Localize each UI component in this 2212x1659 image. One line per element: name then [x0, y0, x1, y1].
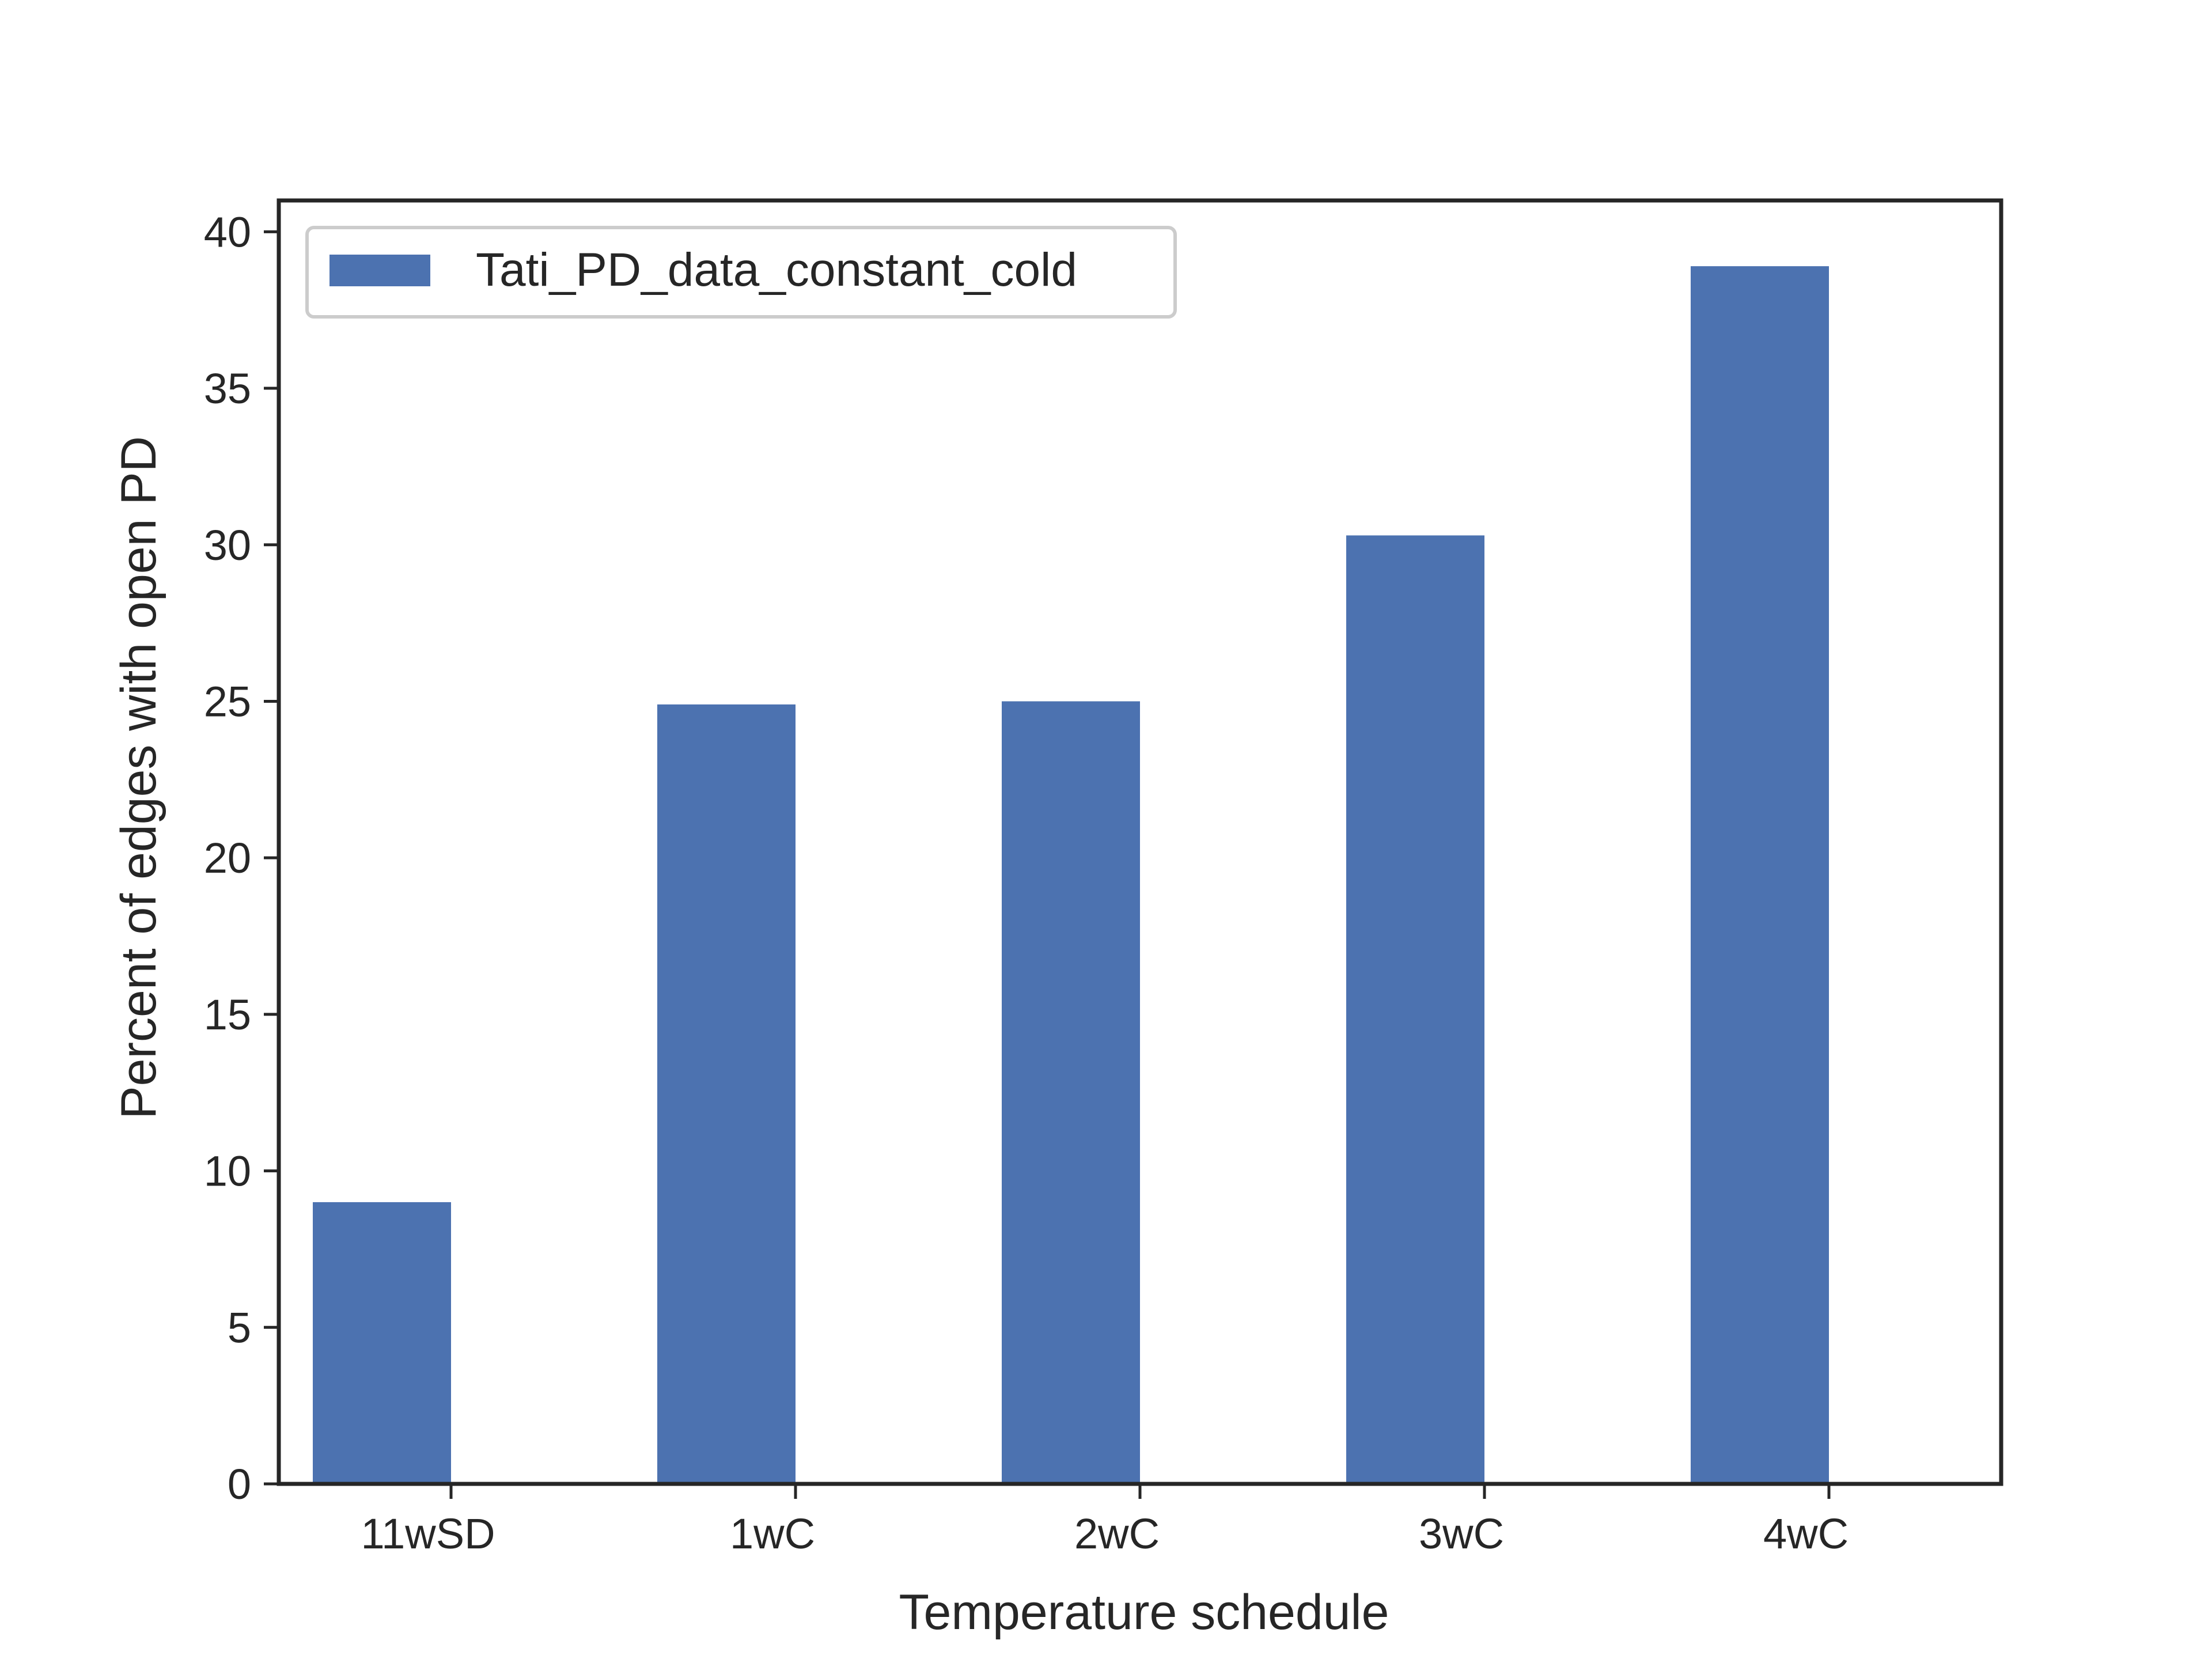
- legend: Tati_PD_data_constant_cold: [305, 226, 1177, 319]
- y-tick-label: 20: [204, 834, 251, 882]
- y-tick-label: 5: [228, 1304, 251, 1351]
- x-tick-label: 3wC: [1419, 1510, 1504, 1558]
- x-axis: 11wSD 1wC 2wC 3wC 4wC: [361, 1484, 1849, 1558]
- legend-box: [305, 226, 1177, 319]
- bar-series: [313, 266, 1829, 1484]
- plot-frame: [276, 198, 2003, 1486]
- y-tick-label: 15: [204, 991, 251, 1039]
- y-tick-label: 0: [228, 1460, 251, 1508]
- y-axis-title: Percent of edges with open PD: [111, 436, 166, 1119]
- bar-3wC: [1346, 535, 1484, 1484]
- x-tick-label: 1wC: [730, 1510, 815, 1558]
- legend-label: Tati_PD_data_constant_cold: [476, 244, 1077, 296]
- x-axis-title: Temperature schedule: [899, 1585, 1389, 1640]
- bar-11wSD: [313, 1202, 451, 1484]
- x-tick-label: 2wC: [1074, 1510, 1160, 1558]
- y-tick-label: 10: [204, 1147, 251, 1195]
- x-tick-label: 11wSD: [361, 1510, 495, 1558]
- bar-1wC: [657, 704, 796, 1484]
- y-axis: 0 5 10 15 20 25 30 35 40: [204, 208, 279, 1508]
- y-tick-label: 35: [204, 365, 251, 412]
- bar-4wC: [1691, 266, 1829, 1484]
- x-tick-label: 4wC: [1763, 1510, 1849, 1558]
- legend-swatch: [329, 255, 430, 286]
- y-tick-label: 25: [204, 677, 251, 725]
- bar-2wC: [1002, 701, 1140, 1484]
- y-tick-label: 40: [204, 208, 251, 256]
- y-tick-label: 30: [204, 521, 251, 569]
